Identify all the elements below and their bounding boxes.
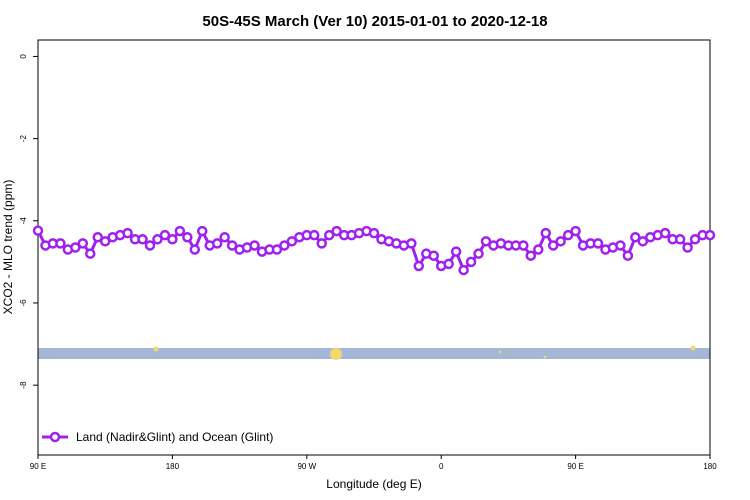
- data-point: [226, 240, 238, 251]
- data-point: [167, 234, 178, 245]
- data-point: [406, 238, 417, 249]
- data-point: [428, 250, 439, 261]
- data-point: [615, 240, 626, 251]
- chart-title: 50S-45S March (Ver 10) 2015-01-01 to 202…: [202, 13, 547, 30]
- x-axis-label: Longitude (deg E): [326, 477, 421, 491]
- coverage-marker: [330, 348, 342, 360]
- data-point: [77, 238, 89, 249]
- y-tick-label: -2: [19, 135, 28, 143]
- x-tick-label: 90 E: [567, 462, 583, 471]
- data-point: [562, 229, 574, 241]
- data-point: [70, 242, 81, 253]
- x-tick-label: 0: [439, 462, 444, 471]
- legend-marker: [49, 431, 61, 443]
- data-point: [189, 244, 201, 255]
- coverage-marker: [690, 345, 696, 351]
- data-point: [689, 234, 701, 245]
- data-point: [473, 248, 484, 259]
- plot-frame: [37, 39, 711, 456]
- data-point: [533, 244, 544, 255]
- data-point: [555, 236, 566, 247]
- y-tick-label: 0: [19, 54, 28, 59]
- data-point: [55, 238, 66, 249]
- data-point: [630, 231, 641, 243]
- data-point: [316, 238, 327, 249]
- x-tick-label: 90 W: [297, 462, 316, 471]
- data-point: [219, 231, 230, 243]
- data-point: [144, 240, 156, 251]
- data-point: [197, 225, 208, 237]
- data-point: [413, 260, 425, 272]
- x-tick-label: 180: [166, 462, 180, 471]
- data-point: [518, 240, 529, 251]
- data-point: [85, 248, 96, 259]
- data-point: [622, 250, 634, 261]
- data-point: [368, 227, 380, 239]
- data-point: [570, 225, 581, 237]
- data-point: [32, 225, 44, 236]
- x-tick-label: 180: [703, 462, 717, 471]
- data-point: [458, 264, 469, 276]
- data-point: [443, 258, 454, 270]
- data-point: [182, 231, 193, 243]
- data-point: [331, 225, 342, 237]
- x-tick-label: 90 E: [30, 462, 46, 471]
- data-point: [159, 229, 171, 241]
- legend-label: Land (Nadir&Glint) and Ocean (Glint): [76, 430, 273, 444]
- data-point: [540, 227, 551, 239]
- data-point: [674, 234, 686, 245]
- data-point: [465, 256, 477, 268]
- data-point: [92, 231, 103, 243]
- data-point: [211, 238, 223, 249]
- data-point: [99, 236, 111, 247]
- data-point: [286, 236, 298, 247]
- coverage-marker: [153, 346, 159, 352]
- data-point: [659, 227, 671, 239]
- data-point: [279, 240, 290, 251]
- coverage-marker: [543, 355, 547, 359]
- coverage-band: [38, 348, 710, 359]
- data-point: [592, 238, 604, 249]
- data-point: [174, 225, 186, 237]
- data-point: [525, 250, 537, 261]
- data-point: [249, 240, 260, 251]
- y-tick-label: -8: [19, 381, 28, 389]
- data-point: [450, 246, 462, 257]
- y-tick-label: -4: [19, 217, 28, 225]
- data-point: [271, 244, 283, 255]
- data-point: [704, 229, 716, 241]
- data-point: [152, 234, 163, 245]
- data-point: [637, 236, 649, 247]
- data-point: [682, 242, 693, 253]
- data-point: [122, 227, 133, 239]
- data-point: [547, 240, 559, 251]
- y-axis-label: XCO2 - MLO trend (ppm): [1, 180, 15, 315]
- data-point: [137, 234, 148, 245]
- data-point: [480, 236, 492, 247]
- data-point: [309, 229, 320, 241]
- data-point: [323, 229, 335, 241]
- legend: Land (Nadir&Glint) and Ocean (Glint): [42, 430, 273, 444]
- coverage-marker: [498, 350, 502, 354]
- y-tick-label: -6: [19, 299, 28, 307]
